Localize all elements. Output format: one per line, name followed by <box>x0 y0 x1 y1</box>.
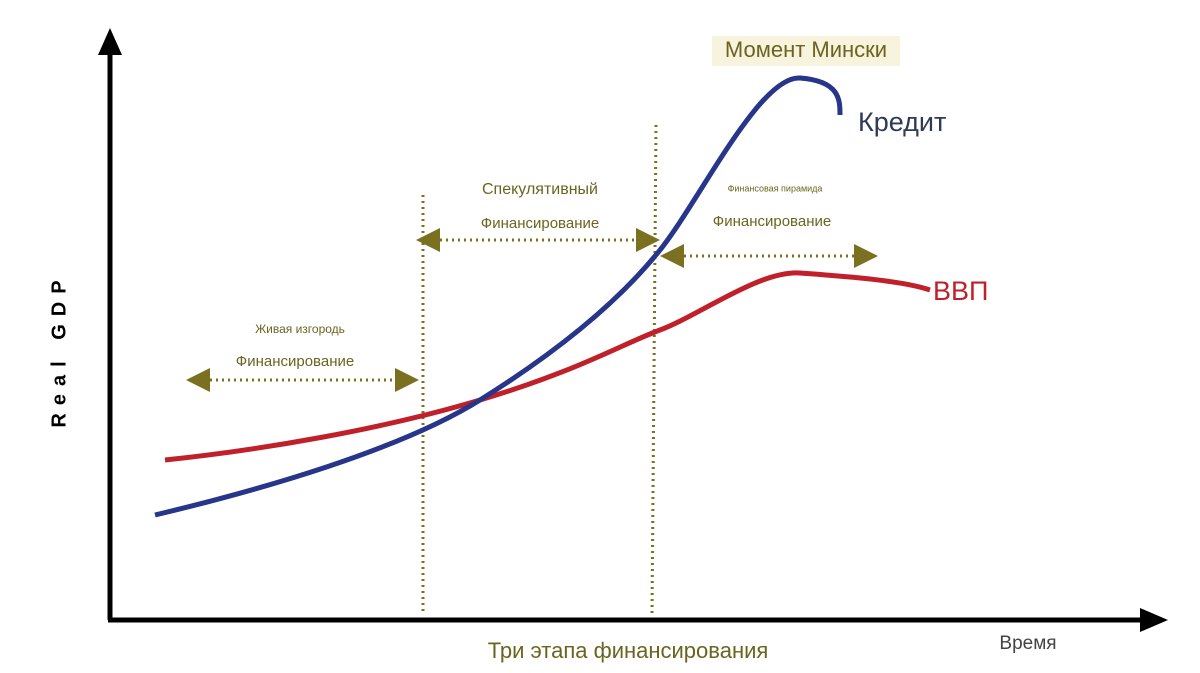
credit-curve <box>154 75 843 518</box>
y-axis-label: Real GDP <box>48 272 70 427</box>
y-axis-arrow <box>98 28 122 55</box>
phase-title: Живая изгородь <box>255 322 345 336</box>
caption: Три этапа финансирования <box>488 638 769 663</box>
credit-label: Кредит <box>858 107 946 137</box>
phase-subtitle: Финансирование <box>481 215 599 232</box>
phase-subtitle: Финансирование <box>713 213 831 230</box>
minsky-moment: Момент Мински <box>725 37 887 62</box>
x-axis-label: Время <box>999 633 1056 654</box>
x-axis-arrow <box>1140 608 1168 632</box>
gdp-curve <box>164 270 931 463</box>
annotation-bg <box>712 36 900 66</box>
phase-divider <box>650 124 658 616</box>
gdp-label: ВВП <box>933 276 988 306</box>
phase-subtitle: Финансирование <box>236 353 354 370</box>
phase-title: Финансовая пирамида <box>728 183 823 193</box>
phase-title: Спекулятивный <box>482 181 598 198</box>
